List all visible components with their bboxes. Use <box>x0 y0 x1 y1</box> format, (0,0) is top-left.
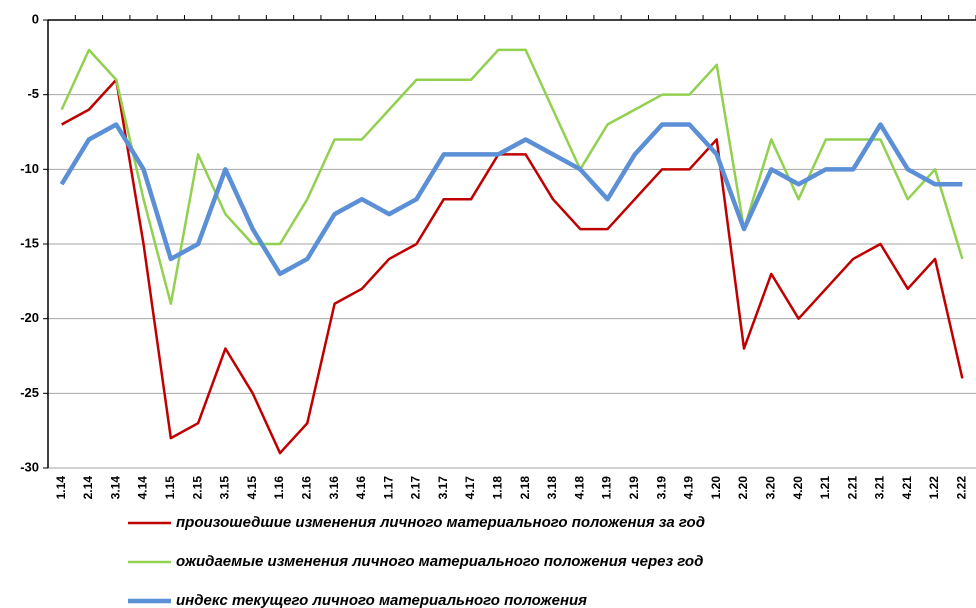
x-tick-label: 3.17 <box>436 476 450 500</box>
x-tick-label: 3.15 <box>218 476 232 500</box>
y-tick-label: -5 <box>27 86 39 101</box>
x-tick-label: 2.16 <box>299 476 313 500</box>
x-tick-label: 3.21 <box>873 476 887 500</box>
series-line <box>59 122 963 277</box>
x-tick-label: 1.15 <box>163 476 177 500</box>
x-tick-label: 1.14 <box>54 476 68 500</box>
x-tick-label: 4.18 <box>572 476 586 500</box>
x-tick-label: 4.15 <box>245 476 259 500</box>
x-tick-label: 4.21 <box>900 476 914 500</box>
x-tick-label: 2.14 <box>81 476 95 500</box>
x-tick-label: 3.16 <box>327 476 341 500</box>
x-tick-label: 2.19 <box>627 476 641 500</box>
x-tick-label: 2.15 <box>190 476 204 500</box>
x-tick-label: 3.19 <box>654 476 668 500</box>
x-tick-label: 1.17 <box>381 476 395 500</box>
legend-label: индекс текущего личного материального по… <box>176 592 587 608</box>
series-line <box>61 78 964 455</box>
x-tick-label: 1.22 <box>927 476 941 500</box>
x-tick-label: 2.22 <box>955 476 969 500</box>
y-tick-label: -10 <box>20 161 39 176</box>
x-tick-label: 1.21 <box>818 476 832 500</box>
x-tick-label: 1.16 <box>272 476 286 500</box>
x-tick-label: 4.14 <box>136 476 150 500</box>
x-tick-label: 4.20 <box>791 476 805 500</box>
x-tick-label: 4.19 <box>682 476 696 500</box>
x-tick-label: 2.21 <box>845 476 859 500</box>
x-tick-label: 1.20 <box>709 476 723 500</box>
series-line <box>60 48 964 305</box>
y-tick-label: -20 <box>20 310 39 325</box>
x-tick-label: 3.20 <box>763 476 777 500</box>
legend-label: ожидаемые изменения личного материальног… <box>176 553 703 570</box>
x-tick-label: 4.16 <box>354 476 368 500</box>
y-tick-label: -15 <box>20 235 39 250</box>
x-tick-label: 1.19 <box>600 476 614 500</box>
y-tick-label: -30 <box>20 459 39 474</box>
x-tick-label: 3.18 <box>545 476 559 500</box>
y-tick-label: -25 <box>20 385 39 400</box>
x-tick-label: 2.18 <box>518 476 532 500</box>
legend-label: произошедшие изменения личного материаль… <box>176 514 705 531</box>
x-tick-label: 4.17 <box>463 476 477 500</box>
x-tick-label: 2.20 <box>736 476 750 500</box>
x-tick-label: 3.14 <box>108 476 122 500</box>
y-tick-label: 0 <box>32 11 39 26</box>
x-tick-label: 1.18 <box>491 476 505 500</box>
x-tick-label: 2.17 <box>409 476 423 500</box>
